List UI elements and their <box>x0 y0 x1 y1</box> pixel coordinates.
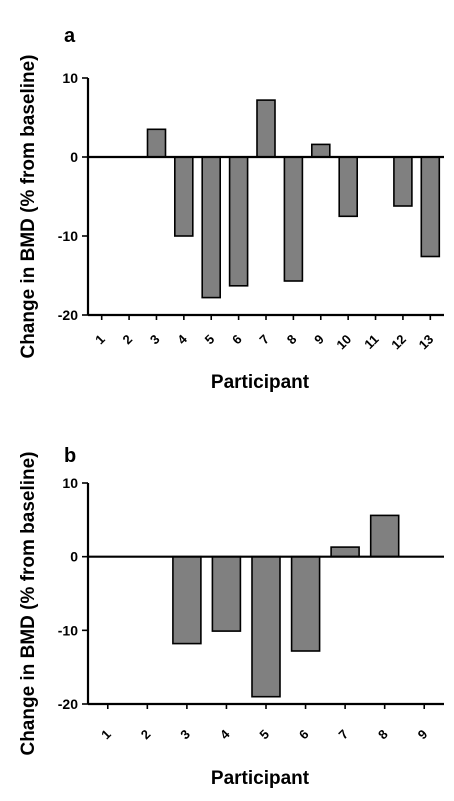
panel-a-x-tick-label-12: 12 <box>388 332 409 353</box>
panel-b-x-tick-label-7: 7 <box>336 727 352 743</box>
panel-b-y-axis-title: Change in BMD (% from baseline) <box>18 451 39 755</box>
panel-b-x-tick-label-5: 5 <box>256 727 272 743</box>
panel-b-bar-participant-7 <box>330 546 360 558</box>
panel-a-x-tick-label-11: 11 <box>361 332 381 352</box>
panel-a-x-tick-label-13: 13 <box>416 332 437 353</box>
panel-b-x-tick-label-8: 8 <box>375 727 391 743</box>
panel-a-y-axis-title: Change in BMD (% from baseline) <box>18 54 39 358</box>
panel-b-bar-participant-4 <box>211 555 242 632</box>
panel-b-letter: b <box>64 445 76 467</box>
panel-b-x-tick-label-2: 2 <box>138 727 154 743</box>
panel-a-y-tick-label: -10 <box>58 228 78 244</box>
panel-b-y-tick-label: -10 <box>58 622 78 638</box>
panel-b-y-tick-label: 10 <box>62 475 78 491</box>
panel-a-x-tick-label-4: 4 <box>174 331 190 347</box>
panel-a-x-tick-label-7: 7 <box>256 332 272 348</box>
panel-b: b Change in BMD (% from baseline) -20 -10… <box>18 445 444 789</box>
panel-a-x-tick-label-5: 5 <box>202 332 218 348</box>
panel-b-bar-participant-5 <box>251 555 281 698</box>
panel-b-x-tick-label-1: 1 <box>98 727 114 743</box>
panel-a-y-tick-label: 0 <box>70 149 78 165</box>
panel-a-x-tick-label-10: 10 <box>333 332 354 353</box>
panel-a-x-tick-label-9: 9 <box>311 332 327 348</box>
panel-a-x-axis-title: Participant <box>211 372 310 393</box>
panel-a-bar-participant-7 <box>256 99 276 158</box>
panel-b-y-tick-label: 0 <box>70 549 78 565</box>
panel-b-x-tick-label-4: 4 <box>217 726 233 742</box>
panel-b-bar-participant-3 <box>172 555 202 645</box>
panel-b-x-tick-label-3: 3 <box>177 727 193 743</box>
panel-a-y-tick-label: -20 <box>58 307 78 323</box>
panel-a-x-tick-label-1: 1 <box>92 332 108 348</box>
panel-b-x-axis-title: Participant <box>211 768 310 789</box>
panel-b-x-tick-label-6: 6 <box>296 727 312 743</box>
panel-a: a Change in BMD (% from baseline) -20 -10… <box>18 25 444 393</box>
panel-b-bar-participant-8 <box>369 514 400 558</box>
panel-b-x-tick-label-9: 9 <box>415 727 431 743</box>
panel-b-y-tick-label: -20 <box>58 696 78 712</box>
panel-b-bar-participant-6 <box>290 555 321 652</box>
panel-a-bar-participant-4 <box>174 156 194 237</box>
panel-a-x-tick-label-8: 8 <box>284 332 300 348</box>
panel-a-bar-participant-8 <box>283 156 304 282</box>
panel-a-x-tick-label-6: 6 <box>229 332 245 348</box>
panel-a-letter: a <box>64 25 76 47</box>
panel-a-bar-participant-3 <box>146 128 167 158</box>
panel-a-x-tick-label-2: 2 <box>119 332 135 348</box>
panel-a-bar-participant-9 <box>310 143 331 158</box>
panel-a-bar-participant-10 <box>338 156 359 218</box>
panel-a-bar-participant-5 <box>201 156 221 299</box>
panel-a-bar-participant-6 <box>228 156 249 287</box>
panel-a-y-tick-label: 10 <box>62 70 78 86</box>
panel-a-bar-participant-12 <box>393 156 413 207</box>
panel-a-bar-participant-13 <box>420 156 441 258</box>
panel-a-x-tick-label-3: 3 <box>147 332 163 348</box>
